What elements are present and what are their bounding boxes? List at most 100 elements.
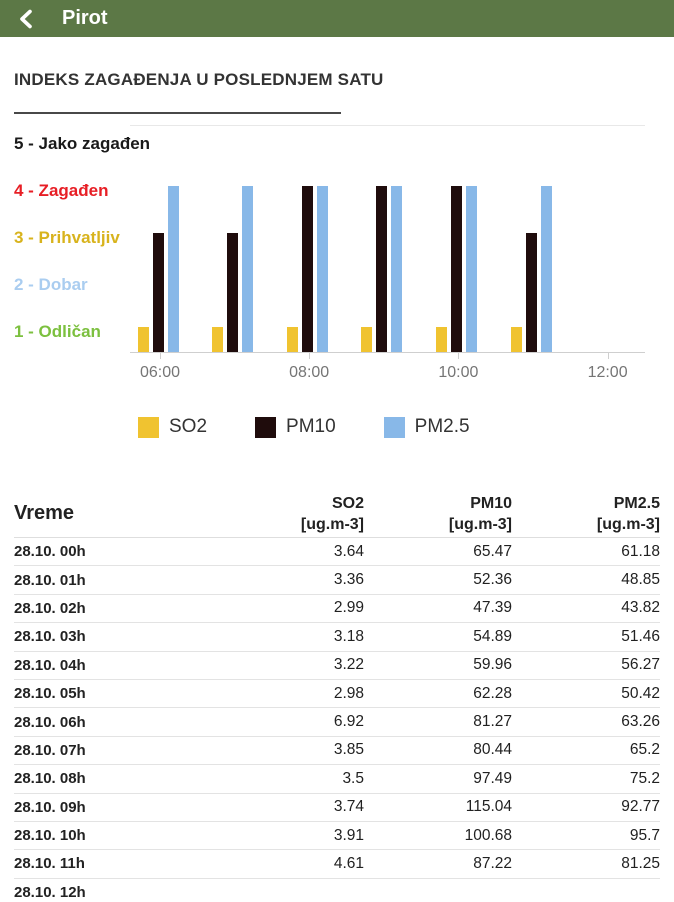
x-tick-label-06:00: 06:00 [139, 364, 181, 381]
row-value-pm25: 51.46 [621, 627, 660, 645]
row-value-so2: 3.85 [333, 741, 364, 759]
row-time-label: 28.10. 10h [14, 827, 86, 845]
bar-pm25-09:00 [391, 186, 403, 352]
x-tick-06:00 [160, 353, 161, 359]
row-time-label: 28.10. 12h [14, 883, 86, 901]
row-time-label: 28.10. 05h [14, 685, 86, 703]
column-header-unit: [ug.m-3] [596, 515, 660, 533]
readings-table: Vreme SO2 [ug.m-3] PM10 [ug.m-3] PM2.5 [ug.m-… [14, 490, 660, 902]
bar-pm10-11:00 [525, 233, 537, 352]
legend-swatch-icon [255, 416, 277, 438]
row-value-so2: 6.92 [333, 713, 364, 731]
legend-item-pm10: PM10 [255, 416, 336, 438]
row-value-pm25: 65.2 [629, 741, 660, 759]
bar-pm10-06:00 [152, 233, 164, 352]
table-row: 28.10. 00h 3.64 65.47 61.18 [14, 538, 660, 567]
column-header-name: PM10 [470, 494, 512, 512]
bar-so2-08:00 [286, 327, 298, 352]
x-tick-label-12:00: 12:00 [587, 364, 628, 381]
bar-so2-07:00 [212, 327, 224, 352]
table-header-row: Vreme SO2 [ug.m-3] PM10 [ug.m-3] PM2.5 [ug.m-… [14, 490, 660, 538]
legend-swatch-icon [383, 416, 405, 438]
column-header-pm10: PM10 [ug.m-3] [364, 493, 512, 535]
row-value-so2: 3.22 [333, 656, 364, 674]
table-body: 28.10. 00h 3.64 65.47 61.18 28.10. 01h 3.36 52… [14, 538, 660, 902]
row-value-pm10: 65.47 [473, 542, 512, 560]
row-value-pm10: 47.39 [473, 599, 512, 617]
row-value-so2: 4.61 [333, 854, 364, 872]
bar-pm10-09:00 [376, 186, 388, 352]
app-header: Pirot [0, 0, 674, 37]
x-tick-08:00 [309, 353, 311, 359]
table-row: 28.10. 02h 2.99 47.39 43.82 [14, 595, 660, 624]
row-value-pm25: 95.7 [629, 826, 660, 844]
row-time-label: 28.10. 08h [14, 770, 86, 788]
row-time-label: 28.10. 07h [14, 741, 86, 759]
legend-item-pm25: PM2.5 [383, 416, 470, 438]
row-value-so2: 2.99 [333, 599, 364, 617]
row-time-label: 28.10. 03h [14, 628, 86, 646]
table-row: 28.10. 11h 4.61 87.22 81.25 [14, 850, 660, 879]
row-value-so2: 3.74 [333, 798, 364, 816]
bar-so2-10:00 [435, 327, 447, 352]
row-time-label: 28.10. 09h [14, 798, 86, 816]
bar-so2-06:00 [137, 327, 149, 352]
row-value-so2: 3.36 [333, 571, 364, 589]
legend-label: SO2 [169, 416, 208, 437]
row-time-label: 28.10. 06h [14, 713, 86, 731]
page-title: Pirot [62, 7, 108, 29]
pollution-index-chart: SO2 PM10 PM2.5 5 - Jako zagađen 4 - Zagađen… [0, 114, 674, 454]
row-value-pm10: 59.96 [473, 656, 512, 674]
bar-pm25-07:00 [242, 186, 254, 352]
row-time-label: 28.10. 02h [14, 599, 86, 617]
row-value-pm25: 43.82 [621, 599, 660, 617]
row-time-label: 28.10. 04h [14, 656, 86, 674]
row-value-pm25: 92.77 [621, 798, 660, 816]
table-row: 28.10. 07h 3.85 80.44 65.2 [14, 737, 660, 766]
row-value-pm10: 52.36 [473, 571, 512, 589]
row-value-pm25: 56.27 [621, 656, 660, 674]
column-header-vreme: Vreme [14, 502, 75, 524]
legend-item-so2: SO2 [138, 416, 207, 438]
table-row: 28.10. 05h 2.98 62.28 50.42 [14, 680, 660, 709]
table-row: 28.10. 10h 3.91 100.68 95.7 [14, 822, 660, 851]
bar-pm10-08:00 [301, 186, 313, 352]
row-value-pm10: 80.44 [473, 741, 512, 759]
row-value-pm10: 62.28 [473, 684, 512, 702]
bar-pm10-07:00 [227, 233, 239, 352]
chart-legend: SO2 PM10 PM2.5 [138, 416, 470, 438]
row-value-pm10: 54.89 [473, 627, 512, 645]
back-button[interactable] [18, 5, 46, 33]
row-value-pm25: 81.25 [621, 854, 660, 872]
row-value-pm10: 87.22 [473, 854, 512, 872]
column-header-name: PM2.5 [613, 494, 660, 512]
legend-label: PM10 [286, 416, 336, 437]
legend-label: PM2.5 [414, 416, 470, 437]
table-row: 28.10. 09h 3.74 115.04 92.77 [14, 794, 660, 822]
bar-pm10-10:00 [450, 186, 462, 352]
row-value-so2: 3.91 [333, 826, 364, 844]
row-value-pm25: 63.26 [621, 713, 660, 731]
row-value-pm25: 48.85 [621, 571, 660, 589]
chart-x-axis-line [130, 352, 645, 353]
bar-so2-09:00 [361, 327, 373, 352]
table-row: 28.10. 04h 3.22 59.96 56.27 [14, 652, 660, 680]
y-level-label-1: 1 - Odličan [14, 322, 101, 341]
y-level-label-5: 5 - Jako zagađen [14, 134, 151, 153]
y-level-label-2: 2 - Dobar [14, 275, 88, 294]
column-header-unit: [ug.m-3] [300, 515, 364, 533]
row-value-pm25: 75.2 [629, 769, 660, 787]
row-value-pm10: 100.68 [464, 826, 512, 844]
row-value-so2: 3.64 [333, 542, 364, 560]
row-value-pm10: 115.04 [465, 798, 512, 816]
table-row: 28.10. 12h [14, 879, 660, 902]
row-value-pm10: 81.27 [473, 713, 512, 731]
legend-swatch-icon [138, 416, 159, 438]
row-value-so2: 3.5 [342, 769, 364, 787]
bar-pm25-11:00 [540, 186, 552, 352]
bar-pm25-10:00 [465, 186, 477, 352]
x-tick-12:00 [607, 353, 609, 359]
row-value-so2: 3.18 [333, 627, 364, 645]
column-header-name: SO2 [331, 494, 364, 512]
table-row: 28.10. 06h 6.92 81.27 63.26 [14, 708, 660, 737]
